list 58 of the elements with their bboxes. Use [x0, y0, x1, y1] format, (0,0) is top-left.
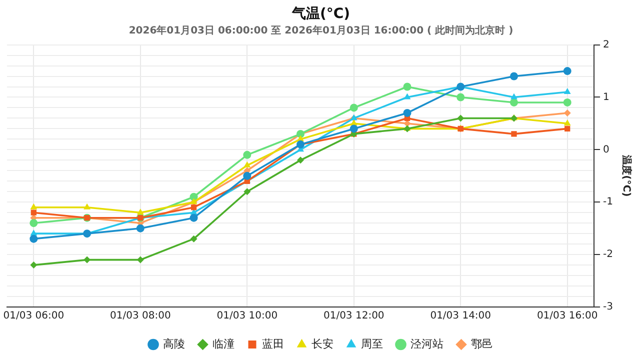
point — [510, 72, 518, 80]
point — [564, 88, 571, 94]
point — [136, 224, 144, 232]
point — [563, 67, 572, 76]
point — [190, 204, 197, 210]
point — [403, 108, 412, 117]
point — [84, 203, 91, 210]
point — [563, 98, 572, 106]
x-tick-label: 01/03 10:00 — [216, 310, 278, 322]
point — [457, 114, 464, 122]
x-tick-label: 01/03 06:00 — [3, 310, 64, 322]
legend-label: 周至 — [360, 337, 383, 350]
x-tick-label: 01/03 16:00 — [536, 310, 598, 322]
legend-label: 高陵 — [162, 337, 185, 350]
point — [30, 219, 38, 228]
legend-label: 蓝田 — [262, 337, 284, 350]
point — [30, 234, 38, 243]
y-tick-label: 1 — [603, 92, 610, 103]
point — [404, 93, 411, 100]
point — [456, 93, 465, 102]
y-axis-title: 温度(°C) — [620, 154, 632, 197]
y-tick-label: -3 — [603, 302, 614, 313]
legend-label: 鄠邑 — [470, 337, 493, 350]
point — [136, 208, 144, 215]
x-tick-label: 01/03 08:00 — [110, 310, 171, 322]
point — [243, 172, 252, 180]
point — [190, 214, 198, 222]
chart-title: 气温(°C) — [290, 6, 350, 22]
point — [350, 104, 358, 112]
point — [511, 131, 517, 137]
point — [30, 262, 38, 269]
point — [350, 124, 358, 133]
point — [350, 119, 358, 126]
point — [136, 256, 144, 264]
point — [297, 156, 304, 164]
point — [564, 126, 570, 132]
point — [190, 235, 198, 242]
y-tick-label: -1 — [603, 196, 614, 208]
legend-label: 长安 — [311, 337, 334, 350]
point — [244, 161, 251, 168]
legend-label: 临潼 — [212, 337, 234, 350]
point — [403, 82, 412, 91]
y-tick-label: 0 — [603, 144, 610, 156]
x-tick-label: 01/03 12:00 — [323, 310, 384, 322]
x-tick-label: 01/03 14:00 — [430, 310, 492, 322]
point — [510, 93, 518, 100]
point — [84, 256, 91, 264]
point — [30, 203, 38, 210]
point — [564, 119, 571, 126]
point — [244, 188, 251, 196]
chart-subtitle: 2026年01月03日 06:00:00 至 2026年01月03日 16:00:00 ( 此时间为北京时 ) — [128, 24, 514, 36]
legend-label: 泾河站 — [410, 337, 444, 350]
y-tick-label: -2 — [603, 249, 614, 260]
point — [30, 210, 37, 216]
point — [510, 98, 518, 106]
y-tick-label: 2 — [603, 39, 610, 50]
point — [564, 109, 571, 116]
point — [243, 150, 252, 159]
